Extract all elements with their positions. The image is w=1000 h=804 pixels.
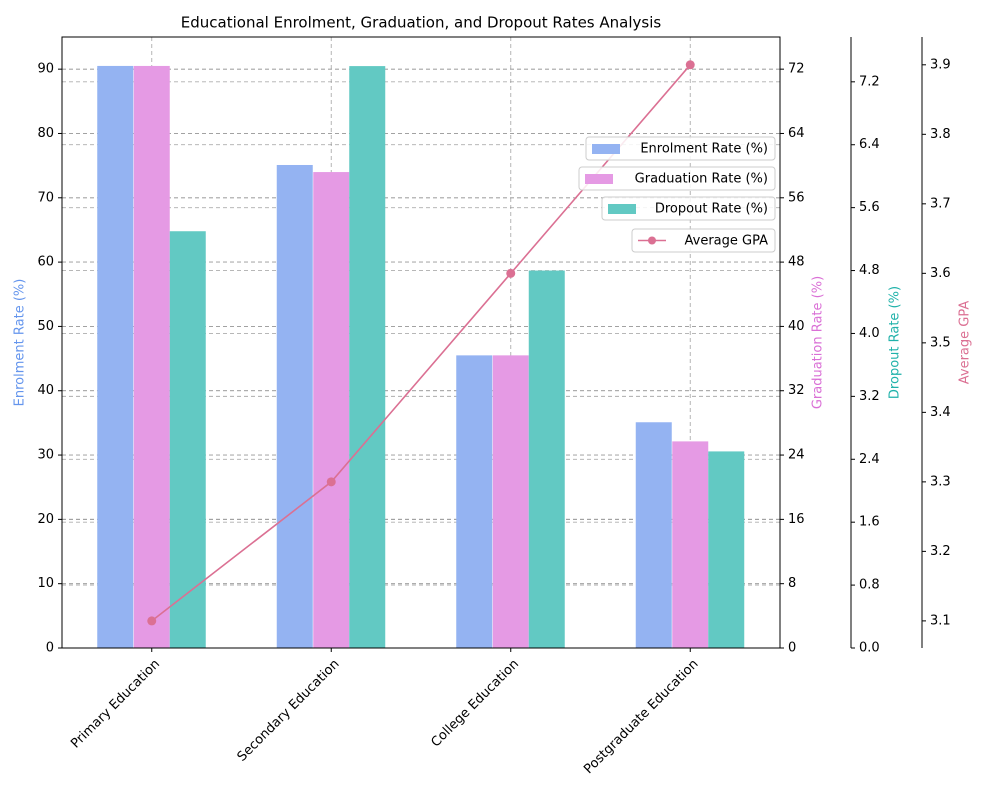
bar: [672, 441, 709, 648]
tick-label: 40: [788, 319, 805, 334]
tick-label: 3.4: [930, 405, 951, 420]
bar: [97, 65, 134, 648]
bar: [313, 172, 350, 648]
chart-title: Educational Enrolment, Graduation, and D…: [181, 14, 662, 32]
bar: [133, 65, 170, 648]
line-point: [147, 616, 157, 626]
bar: [708, 451, 745, 648]
tick-label: 48: [788, 255, 805, 270]
tick-label: 40: [37, 383, 54, 398]
axis-label: Average GPA: [958, 301, 973, 385]
tick-label: 60: [37, 255, 54, 270]
x-tick-label: Primary Education: [68, 657, 163, 752]
tick-label: 10: [37, 576, 54, 591]
legend-swatch: [608, 204, 636, 214]
tick-label: 3.3: [930, 474, 951, 489]
tick-label: 8: [788, 576, 796, 591]
bar: [492, 355, 529, 648]
plot-frame: [61, 36, 781, 649]
tick-label: 4.8: [859, 263, 880, 278]
legend-label: Enrolment Rate (%): [640, 142, 768, 157]
x-tick-label: Secondary Education: [235, 657, 343, 765]
tick-label: 3.2: [930, 544, 951, 559]
x-tick-label: Postgraduate Education: [581, 657, 701, 777]
tick-label: 64: [788, 126, 805, 141]
tick-label: 72: [788, 62, 805, 77]
tick-label: 2.4: [859, 452, 880, 467]
tick-label: 0.8: [859, 578, 880, 593]
tick-label: 20: [37, 512, 54, 527]
legend-label: Graduation Rate (%): [635, 172, 768, 187]
tick-label: 1.6: [859, 515, 880, 530]
line-point: [326, 477, 336, 487]
tick-label: 3.8: [930, 127, 951, 142]
tick-label: 7.2: [859, 74, 880, 89]
line-point: [685, 60, 695, 70]
line-point: [506, 268, 516, 278]
bar: [456, 355, 493, 648]
tick-label: 32: [788, 383, 805, 398]
axis-label: Graduation Rate (%): [811, 276, 826, 409]
tick-label: 6.4: [859, 137, 880, 152]
tick-label: 70: [37, 190, 54, 205]
bar: [528, 270, 565, 648]
tick-label: 3.7: [930, 196, 951, 211]
tick-label: 3.2: [859, 389, 880, 404]
tick-label: 4.0: [859, 326, 880, 341]
tick-label: 3.6: [930, 266, 951, 281]
legend-label: Dropout Rate (%): [655, 202, 768, 217]
legend-box: [631, 228, 776, 253]
legend: Dropout Rate (%): [601, 196, 776, 221]
tick-label: 0: [788, 641, 796, 656]
tick-label: 50: [37, 319, 54, 334]
tick-label: 3.9: [930, 57, 951, 72]
legend-box: [585, 136, 776, 161]
legend-swatch: [585, 174, 613, 184]
legend-label: Average GPA: [685, 234, 769, 249]
legend: Graduation Rate (%): [578, 166, 776, 191]
tick-label: 0.0: [859, 641, 880, 656]
bar: [276, 164, 313, 649]
axis-label: Dropout Rate (%): [888, 286, 903, 399]
tick-label: 24: [788, 448, 805, 463]
legend-swatch: [648, 236, 656, 245]
tick-label: 16: [788, 512, 805, 527]
tick-label: 90: [37, 62, 54, 77]
legend: Average GPA: [631, 228, 776, 253]
tick-label: 80: [37, 126, 54, 141]
axis-label: Enrolment Rate (%): [13, 279, 28, 407]
bar: [635, 422, 672, 648]
tick-label: 0: [46, 641, 54, 656]
tick-label: 3.5: [930, 335, 951, 350]
x-tick-label: College Education: [428, 657, 522, 751]
legend-swatch: [592, 144, 620, 154]
tick-label: 56: [788, 190, 805, 205]
legend-box: [578, 166, 776, 191]
tick-label: 30: [37, 448, 54, 463]
legend: Enrolment Rate (%): [585, 136, 776, 161]
bar: [349, 66, 386, 649]
tick-label: 5.6: [859, 200, 880, 215]
bar: [169, 231, 206, 648]
legend-box: [601, 196, 776, 221]
tick-label: 3.1: [930, 613, 951, 628]
